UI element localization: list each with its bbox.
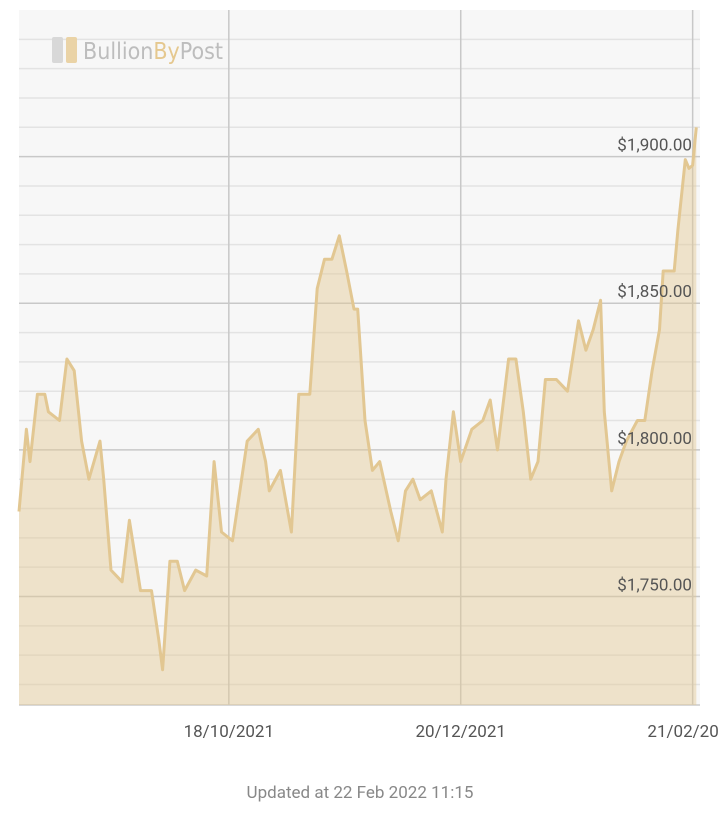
logo-suffix: Post — [180, 39, 223, 65]
logo-prefix: Bullion — [83, 39, 153, 65]
x-tick-label: 20/12/2021 — [415, 722, 505, 742]
logo-highlight: By — [153, 39, 179, 65]
series — [17, 127, 698, 706]
line — [17, 127, 698, 672]
y-tick-label: $1,900.00 — [617, 136, 692, 156]
logo-icon — [66, 37, 77, 63]
footer: Updated at 22 Feb 2022 11:15 — [247, 783, 474, 803]
logo-icon — [52, 37, 63, 63]
y-tick-label: $1,850.00 — [617, 282, 692, 302]
logo: BullionByPost — [52, 37, 223, 65]
x-tick-label: 21/02/2022 — [647, 722, 719, 742]
y-tick-label: $1,800.00 — [617, 429, 692, 449]
area — [19, 127, 697, 706]
y-tick-label: $1,750.00 — [617, 575, 692, 595]
logo-text: BullionByPost — [83, 39, 223, 65]
labels: $1,750.00 $1,800.00 $1,850.00 $1,900.00 18/1… — [184, 136, 719, 742]
x-tick-label: 18/10/2021 — [184, 722, 274, 742]
